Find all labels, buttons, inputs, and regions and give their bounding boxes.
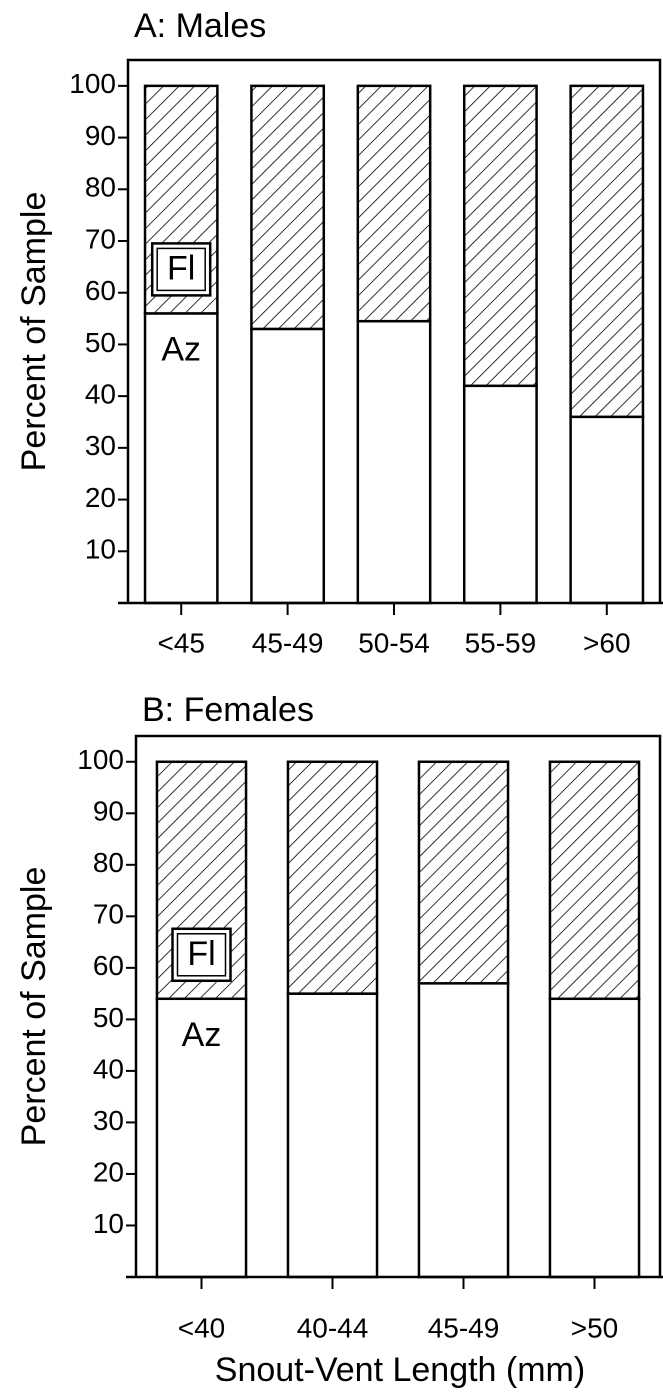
y-tick-label: 60	[93, 950, 124, 981]
bar-segment	[548, 760, 641, 1001]
x-tick-label: <45	[157, 627, 205, 658]
bar-segment	[286, 992, 379, 1279]
y-tick-label: 80	[93, 847, 124, 878]
chart-title: B: Females	[142, 691, 314, 729]
y-tick-label: 20	[93, 1156, 124, 1187]
x-tick-label: 50-54	[358, 627, 430, 658]
legend-box-inner	[176, 933, 227, 977]
y-axis-label: Percent of Sample	[15, 867, 53, 1147]
y-tick-label: 90	[85, 120, 116, 151]
chart-title: A: Males	[134, 7, 266, 45]
y-tick-label: 40	[93, 1053, 124, 1084]
x-tick-label: >50	[571, 1312, 619, 1343]
y-tick-label: 60	[85, 275, 116, 306]
y-tick-label: 80	[85, 172, 116, 203]
y-tick-label: 50	[93, 1002, 124, 1033]
x-tick-label: 45-49	[428, 1312, 500, 1343]
bar-segment	[417, 982, 510, 1279]
bar-segment	[462, 84, 538, 388]
bar-segment	[356, 319, 432, 605]
plot-frame	[126, 58, 662, 603]
legend-box	[171, 927, 232, 983]
bar-segment	[569, 415, 645, 605]
x-tick-label: 55-59	[465, 627, 537, 658]
bar-segment	[569, 84, 645, 419]
bar-segment	[462, 384, 538, 605]
y-tick-label: 40	[85, 379, 116, 410]
y-tick-label: 10	[85, 534, 116, 565]
y-tick-label: 70	[85, 223, 116, 254]
y-tick-label: 100	[69, 68, 116, 99]
plot-frame	[134, 734, 662, 1277]
legend-label: Fl	[167, 249, 195, 287]
legend-box-inner	[156, 247, 206, 292]
y-tick-label: 10	[93, 1208, 124, 1239]
legend-label: Az	[161, 330, 201, 368]
bar-segment	[250, 327, 326, 605]
bar-segment	[548, 997, 641, 1279]
y-tick-label: 70	[93, 899, 124, 930]
x-tick-label: 40-44	[297, 1312, 369, 1343]
y-tick-label: 50	[85, 327, 116, 358]
bar-segment	[417, 760, 510, 985]
x-tick-label: <40	[178, 1312, 226, 1343]
y-axis-label: Percent of Sample	[15, 192, 53, 472]
legend-box	[150, 242, 212, 297]
x-axis-label: Snout-Vent Length (mm)	[215, 1351, 585, 1389]
y-tick-label: 90	[93, 796, 124, 827]
bar-segment	[250, 84, 326, 331]
y-tick-label: 30	[93, 1105, 124, 1136]
y-tick-label: 30	[85, 430, 116, 461]
x-tick-label: 45-49	[252, 627, 324, 658]
legend-label: Az	[182, 1016, 222, 1054]
bar-segment	[356, 84, 432, 323]
y-tick-label: 100	[77, 744, 124, 775]
y-tick-label: 20	[85, 482, 116, 513]
legend-label: Fl	[187, 935, 215, 973]
x-tick-label: >60	[583, 627, 631, 658]
bar-segment	[286, 760, 379, 995]
